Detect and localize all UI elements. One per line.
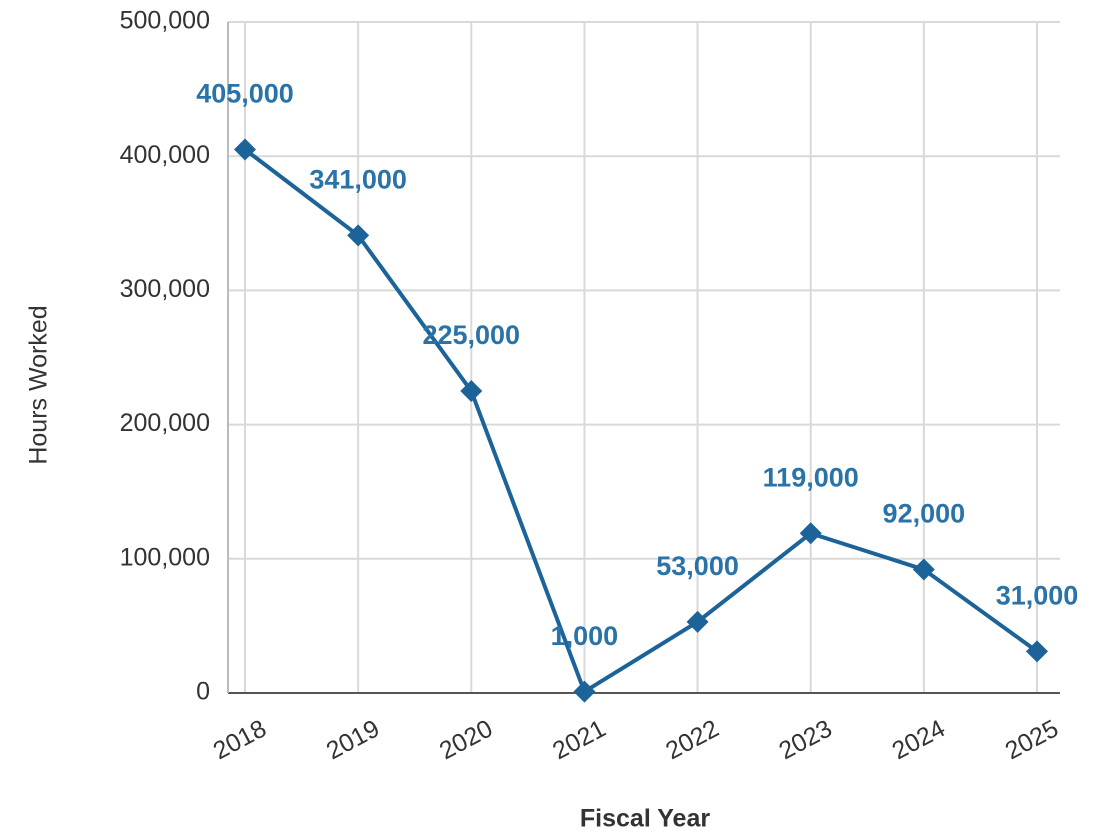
data-label: 225,000 (422, 320, 520, 350)
y-tick-label: 100,000 (120, 543, 210, 571)
data-point (912, 558, 935, 581)
data-point (234, 138, 256, 161)
data-label: 31,000 (996, 581, 1079, 611)
data-label: 405,000 (196, 79, 294, 109)
data-point (573, 680, 596, 703)
data-point (347, 224, 370, 247)
y-tick-label: 300,000 (120, 275, 210, 303)
data-label: 92,000 (883, 499, 966, 529)
x-tick-label: 2020 (435, 714, 497, 765)
data-point (460, 380, 483, 403)
data-line (243, 147, 1039, 695)
x-tick-label: 2022 (661, 714, 723, 765)
data-label: 119,000 (763, 462, 859, 492)
y-axis-title: Hours Worked (25, 305, 53, 464)
x-tick-label: 2024 (888, 714, 950, 765)
data-label: 1,000 (551, 621, 619, 651)
x-tick-label: 2021 (548, 714, 610, 765)
y-tick-label: 500,000 (120, 7, 210, 35)
y-tick-label: 200,000 (120, 409, 210, 437)
data-point (1026, 640, 1048, 663)
x-tick-label: 2025 (1001, 714, 1063, 765)
data-point (686, 610, 709, 633)
data-label: 341,000 (309, 165, 407, 195)
x-axis-title: Fiscal Year (580, 805, 710, 832)
x-tick-label: 2018 (209, 714, 271, 765)
x-tick-label: 2023 (774, 714, 836, 765)
y-tick-label: 0 (196, 678, 210, 706)
data-point (799, 522, 822, 545)
data-label: 53,000 (656, 551, 739, 581)
x-tick-label: 2019 (322, 714, 384, 765)
y-tick-label: 400,000 (120, 141, 210, 169)
